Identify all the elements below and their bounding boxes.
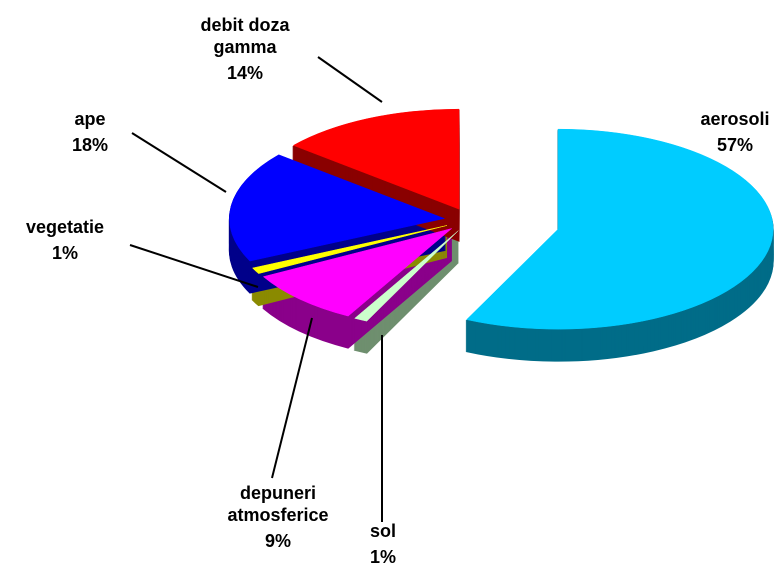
slice [229,154,446,262]
slice-label: aerosoli 57% [685,108,784,156]
category-label: ape [74,109,106,129]
slice [354,230,459,322]
value-label: 14% [226,63,264,83]
slice [466,128,774,330]
slice [251,225,448,274]
category-label: aerosoli [700,109,770,129]
category-label: debit doza gamma [200,15,290,57]
leader-line [317,56,383,103]
leader-line [129,244,259,288]
slice-label: depuneri atmosferice 9% [208,482,348,552]
value-label: 9% [264,531,291,551]
slice-label: vegetatie 1% [5,216,125,264]
leader-line [271,317,313,479]
slice [262,228,452,317]
slice-label: debit doza gamma 14% [170,14,320,84]
value-label: 1% [369,547,396,567]
value-label: 1% [51,243,78,263]
value-label: 18% [71,135,109,155]
category-label: sol [369,521,396,541]
category-label: vegetatie [25,217,105,237]
slice-label: sol 1% [353,520,413,568]
value-label: 57% [716,135,754,155]
leader-line [131,132,227,193]
slice-label: ape 18% [50,108,130,156]
slice [292,108,460,210]
category-label: depuneri atmosferice [227,483,329,525]
